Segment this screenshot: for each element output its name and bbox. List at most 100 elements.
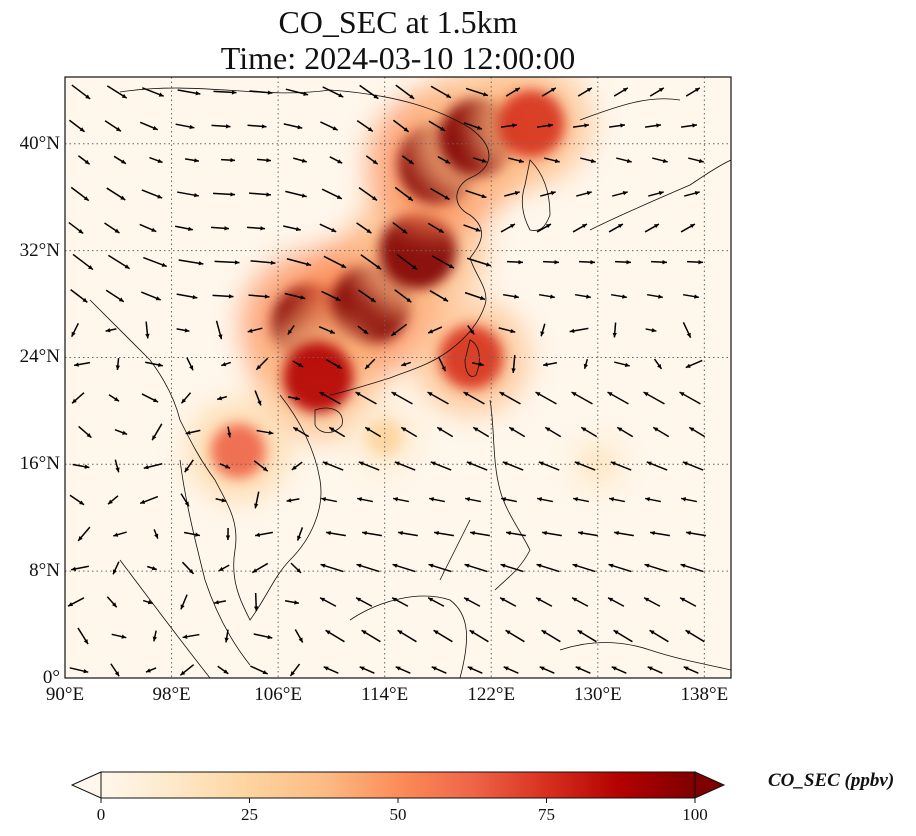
latitude-tick-label: 32°N	[19, 239, 60, 261]
wind-arrow	[428, 563, 452, 573]
wind-arrow	[436, 426, 454, 438]
wind-arrow	[541, 629, 561, 643]
wind-arrow	[106, 187, 126, 201]
wind-arrow	[214, 260, 240, 265]
wind-arrow	[427, 222, 445, 234]
wind-arrow	[212, 294, 234, 299]
wind-arrow	[361, 629, 381, 643]
wind-arrow	[69, 667, 89, 674]
wind-arrow	[400, 426, 418, 438]
wind-arrow	[578, 530, 598, 537]
wind-arrow	[571, 391, 593, 405]
wind-arrow	[500, 223, 516, 233]
wind-arrow	[652, 426, 670, 438]
wind-arrow	[71, 322, 79, 338]
wind-arrow	[211, 124, 231, 129]
wind-arrow	[652, 157, 668, 163]
wind-arrow	[360, 254, 382, 270]
wind-arrow	[616, 157, 632, 163]
wind-arrow	[73, 361, 91, 367]
wind-arrow	[433, 629, 453, 643]
wind-arrow	[70, 289, 88, 303]
wind-arrow	[292, 360, 304, 368]
wind-arrow	[329, 156, 343, 164]
wind-arrow	[679, 391, 701, 405]
wind-arrow	[505, 87, 521, 97]
wind-arrow	[466, 461, 488, 471]
map-title-line-1: CO_SEC at 1.5km	[278, 4, 518, 40]
wind-arrow	[358, 461, 380, 471]
wind-arrow	[535, 597, 553, 607]
wind-arrow	[682, 321, 692, 339]
longitude-tick-label: 130°E	[573, 684, 622, 705]
wind-arrow	[612, 322, 617, 338]
wind-arrow	[357, 325, 369, 335]
longitude-tick-label: 138°E	[680, 684, 729, 705]
wind-arrow	[218, 564, 230, 572]
wind-arrow	[325, 629, 345, 643]
wind-arrow	[357, 497, 373, 503]
wind-arrow	[248, 294, 270, 299]
wind-arrow	[356, 563, 380, 573]
plume-core	[210, 423, 266, 479]
wind-arrow	[225, 527, 231, 541]
wind-arrow	[141, 393, 159, 403]
wind-arrow	[607, 597, 625, 607]
wind-arrow	[573, 497, 589, 503]
wind-arrow	[184, 459, 194, 473]
myanmar-border	[89, 299, 181, 421]
wind-arrow	[644, 563, 668, 573]
wind-arrow	[473, 157, 487, 163]
wind-arrow	[395, 666, 411, 674]
wind-arrow	[434, 530, 454, 537]
wind-arrow	[614, 530, 634, 537]
wind-arrow	[505, 629, 525, 643]
wind-arrow	[142, 599, 154, 605]
colorbar-ticks	[100, 798, 696, 803]
wind-arrow	[319, 597, 337, 607]
wind-arrow	[286, 498, 300, 503]
malay-peninsula-outline	[179, 459, 251, 666]
wind-arrow	[212, 192, 236, 197]
wind-arrow	[503, 666, 519, 674]
colorbar-extend-max	[694, 771, 726, 799]
wind-arrow	[104, 222, 120, 234]
wind-arrow	[427, 326, 443, 334]
wind-arrow	[608, 223, 624, 233]
colorbar-tick-label: 0	[96, 805, 106, 824]
wind-arrow	[105, 289, 125, 303]
wind-arrow	[685, 629, 705, 643]
wind-arrow	[680, 123, 698, 128]
wind-arrow	[177, 89, 201, 96]
wind-arrow	[538, 461, 560, 471]
wind-arrow	[430, 461, 452, 471]
wind-arrow	[649, 87, 665, 97]
wind-arrow	[538, 293, 556, 299]
colorbar-tick-label: 25	[241, 805, 258, 824]
wind-arrow	[394, 289, 412, 303]
wind-arrow	[464, 291, 486, 301]
wind-arrow	[254, 491, 260, 509]
wind-arrow	[685, 359, 703, 369]
wind-arrow	[542, 530, 562, 537]
map-frame	[64, 76, 732, 679]
wind-arrow	[113, 155, 127, 165]
wind-arrow	[213, 600, 227, 605]
wind-arrow	[614, 260, 632, 265]
wind-arrow	[541, 87, 557, 97]
wind-arrow	[650, 530, 670, 537]
wind-arrow	[683, 666, 699, 674]
wind-arrow	[650, 260, 668, 265]
wind-arrow	[106, 596, 118, 608]
wind-arrow	[470, 530, 490, 537]
wind-arrow	[140, 291, 162, 301]
gridlines	[65, 77, 731, 678]
wind-arrow	[469, 629, 489, 643]
wind-arrow	[178, 259, 204, 266]
japan-outline	[579, 98, 731, 231]
wind-arrow	[322, 461, 344, 471]
wind-arrow	[145, 667, 157, 673]
wind-arrow	[608, 563, 632, 573]
wind-arrow	[69, 494, 85, 506]
wind-arrow	[648, 191, 664, 197]
